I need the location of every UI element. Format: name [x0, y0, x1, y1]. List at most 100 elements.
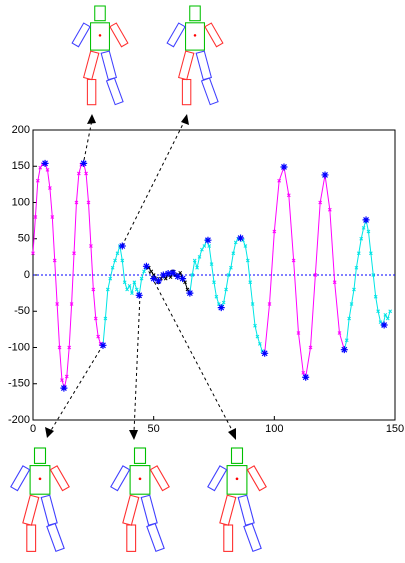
keyframe-star: [261, 349, 269, 357]
limb: [10, 465, 31, 492]
limb: [195, 50, 213, 81]
point-marker: [110, 265, 115, 270]
point-marker: [113, 258, 117, 263]
point-marker: [233, 240, 238, 245]
limb: [166, 22, 186, 48]
point-marker: [383, 313, 388, 317]
pose-figure: [166, 5, 224, 106]
point-marker: [74, 200, 79, 205]
keyframe-star: [154, 277, 162, 285]
point-marker: [291, 258, 296, 263]
joint: [38, 477, 42, 481]
point-marker: [163, 276, 168, 281]
keyframe-star: [340, 346, 348, 354]
series-line: [189, 237, 266, 354]
keyframe-star: [380, 321, 388, 329]
point-marker: [120, 258, 125, 263]
limb: [33, 447, 47, 464]
limb: [126, 524, 137, 552]
point-marker: [132, 280, 137, 285]
point-marker: [376, 309, 380, 314]
keyframe-star: [362, 216, 370, 224]
limb: [185, 22, 205, 51]
joint: [235, 477, 239, 481]
point-marker: [57, 345, 62, 350]
point-marker: [89, 244, 93, 248]
limb: [82, 50, 100, 81]
point-marker: [354, 265, 359, 270]
keyframe-star: [302, 373, 310, 381]
keyframe-star: [99, 341, 107, 349]
y-tick-label: -50: [14, 305, 30, 317]
limb: [243, 522, 262, 553]
pose-arrows: [49, 119, 234, 433]
point-marker: [192, 258, 197, 263]
limb: [129, 465, 151, 495]
limb: [189, 5, 201, 22]
point-marker: [224, 287, 228, 292]
point-marker: [250, 302, 255, 306]
keyframe-star: [186, 289, 194, 297]
point-marker: [64, 374, 69, 379]
point-marker: [221, 300, 226, 305]
point-marker: [33, 215, 38, 219]
point-marker: [195, 265, 199, 270]
point-marker: [286, 193, 291, 198]
keyframe-star: [135, 291, 143, 299]
point-marker: [125, 287, 129, 292]
limb: [237, 494, 255, 526]
point-marker: [76, 171, 81, 176]
point-marker: [248, 280, 253, 285]
limb: [90, 22, 110, 51]
y-tick-label: -200: [8, 414, 30, 426]
series-line: [343, 219, 391, 350]
point-marker: [115, 251, 120, 256]
point-marker: [72, 251, 76, 256]
keyframe-star: [204, 236, 212, 244]
limb: [146, 522, 165, 553]
limb: [133, 447, 147, 464]
point-marker: [313, 273, 318, 277]
point-marker: [318, 200, 323, 205]
limb: [122, 494, 140, 526]
point-marker: [347, 316, 352, 321]
point-marker: [212, 280, 216, 285]
keyframe-star: [164, 270, 172, 278]
point-marker: [31, 251, 35, 256]
point-marker: [216, 302, 221, 306]
point-marker: [349, 302, 354, 306]
point-marker: [183, 280, 187, 285]
limb: [94, 5, 106, 22]
limb: [149, 465, 170, 492]
point-marker: [139, 276, 144, 281]
limb: [207, 465, 228, 492]
y-tick-label: 150: [12, 160, 30, 172]
limb: [100, 50, 118, 81]
point-marker: [50, 215, 55, 219]
limb: [105, 77, 124, 106]
point-marker: [35, 178, 40, 183]
point-marker: [105, 287, 110, 292]
point-marker: [96, 334, 101, 339]
point-marker: [185, 287, 190, 292]
point-marker: [127, 284, 132, 288]
point-marker: [86, 200, 91, 205]
pose-figure: [10, 447, 70, 553]
point-marker: [388, 309, 393, 314]
point-marker: [108, 276, 113, 281]
y-tick-label: -100: [8, 341, 30, 353]
point-marker: [267, 302, 272, 306]
limb: [219, 494, 237, 526]
point-marker: [359, 236, 364, 241]
point-marker: [69, 302, 74, 306]
y-tick-label: 0: [24, 269, 30, 281]
point-marker: [168, 275, 173, 280]
limb: [246, 465, 267, 492]
point-marker: [332, 280, 337, 285]
point-marker: [253, 323, 257, 328]
series-line: [32, 162, 104, 389]
x-tick-label: 50: [148, 423, 160, 435]
x-tick-label: 100: [265, 423, 283, 435]
point-marker: [130, 291, 134, 295]
